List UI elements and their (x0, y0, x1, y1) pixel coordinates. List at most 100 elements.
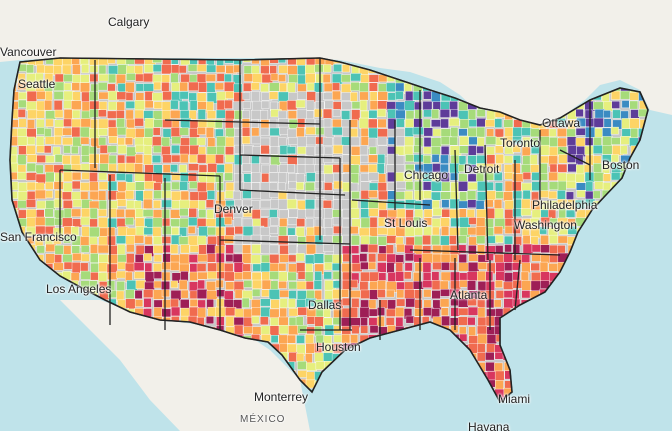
county-cell (97, 208, 107, 217)
county-cell (630, 262, 642, 274)
county-cell (621, 226, 632, 235)
county-cell (35, 262, 45, 272)
county-cell (349, 279, 358, 288)
county-cell (603, 379, 611, 389)
county-cell (387, 325, 396, 337)
county-cell (476, 325, 488, 336)
county-cell (36, 118, 45, 128)
county-cell (10, 298, 20, 309)
county-cell (647, 307, 648, 319)
county-cell (297, 83, 307, 93)
county-cell (243, 73, 254, 82)
county-cell (459, 370, 468, 380)
county-cell (234, 144, 244, 154)
county-cell (396, 397, 405, 402)
county-cell (547, 388, 557, 398)
county-cell (35, 209, 45, 218)
county-cell (566, 371, 577, 383)
county-cell (495, 334, 507, 343)
county-cell (360, 397, 372, 402)
county-cell (89, 181, 99, 192)
county-cell (603, 389, 612, 401)
county-cell (540, 325, 549, 337)
county-cell (558, 154, 569, 164)
county-cell (260, 200, 272, 209)
county-cell (224, 235, 234, 244)
county-cell (611, 154, 619, 163)
county-cell (540, 235, 549, 245)
county-cell (331, 397, 341, 402)
county-cell (404, 100, 416, 111)
county-cell (61, 326, 72, 337)
county-cell (431, 325, 440, 338)
county-cell (349, 290, 361, 298)
county-cell (134, 109, 144, 120)
county-cell (27, 272, 36, 284)
county-cell (494, 145, 504, 154)
county-cell (234, 154, 243, 166)
county-cell (431, 407, 440, 416)
county-cell (313, 209, 323, 218)
county-cell (27, 343, 36, 354)
county-cell (404, 136, 414, 147)
county-cell (639, 155, 648, 165)
county-cell (359, 388, 369, 400)
county-cell (288, 308, 299, 317)
county-cell (26, 388, 37, 398)
county-cell (549, 371, 558, 382)
county-cell (143, 145, 152, 156)
county-cell (431, 119, 442, 128)
county-cell (116, 173, 127, 181)
county-cell (612, 289, 622, 298)
county-cell (134, 397, 143, 402)
usa-outline (9, 57, 649, 404)
county-cell (153, 271, 163, 279)
county-cell (241, 253, 253, 264)
county-cell (117, 244, 126, 255)
county-cell (44, 344, 56, 354)
county-cell (126, 73, 136, 81)
county-cell (475, 226, 487, 238)
county-cell (214, 82, 225, 91)
county-cell (557, 297, 566, 308)
county-cell (52, 397, 64, 402)
county-cell (269, 172, 279, 183)
county-cell (639, 208, 648, 218)
county-cell (629, 317, 638, 326)
county-cell (251, 272, 262, 282)
city-label-monterrey: Monterrey (254, 390, 309, 404)
county-cell (17, 109, 26, 118)
county-cell (125, 388, 136, 397)
county-cell (99, 163, 109, 172)
county-cell (279, 254, 289, 263)
county-cell (224, 271, 235, 282)
county-cell (144, 271, 155, 283)
county-cell (216, 235, 226, 247)
county-cell (575, 289, 584, 302)
county-cell (26, 352, 35, 364)
county-cell (404, 353, 416, 362)
county-cell (343, 406, 353, 414)
county-cell (286, 334, 296, 344)
county-cell (612, 335, 621, 346)
county-cell (44, 398, 54, 402)
county-cell (251, 299, 261, 309)
county-cell (170, 99, 179, 110)
county-cell (378, 388, 389, 400)
county-cell (206, 82, 216, 93)
county-cell (404, 289, 415, 300)
county-cell (10, 389, 20, 400)
county-cell (198, 146, 206, 156)
county-cell (270, 335, 279, 343)
county-cell (288, 74, 299, 84)
county-cell (90, 119, 99, 130)
county-cell (305, 235, 316, 243)
county-cell (232, 253, 244, 264)
county-cell (288, 325, 299, 336)
county-cell (557, 163, 568, 173)
county-cell (350, 92, 358, 102)
county-cell (278, 271, 288, 282)
county-cell (71, 335, 79, 345)
